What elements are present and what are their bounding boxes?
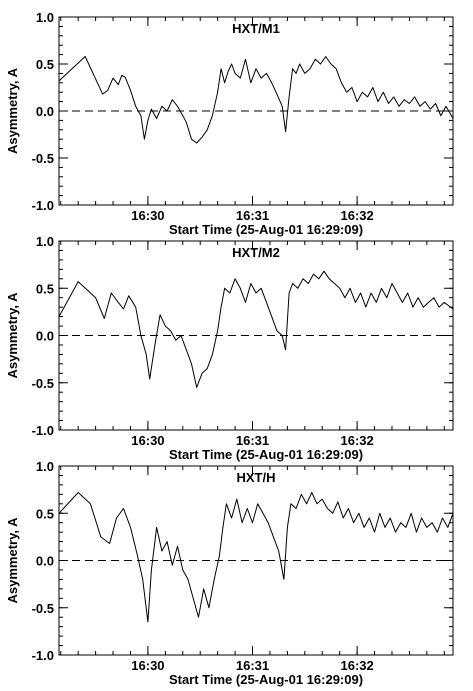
x-tick-label: 16:30: [131, 433, 164, 448]
y-axis-title: Asymmetry, A: [5, 292, 20, 379]
x-tick-label: 16:31: [236, 433, 269, 448]
y-axis-title: Asymmetry, A: [5, 517, 20, 604]
panel-title: HXT/M2: [232, 245, 280, 260]
y-tick-label: 0.0: [36, 104, 54, 119]
asymmetry-series-line: [58, 56, 454, 144]
panel-title: HXT/M1: [232, 21, 280, 36]
y-tick-label: -1.0: [32, 423, 54, 438]
x-tick-label: 16:31: [236, 658, 269, 673]
x-tick-label: 16:32: [340, 208, 373, 223]
y-axis-title: Asymmetry, A: [5, 67, 20, 154]
x-tick-label: 16:30: [131, 658, 164, 673]
panel-title: HXT/H: [237, 470, 276, 485]
y-tick-label: 1.0: [36, 459, 54, 474]
y-tick-label: -1.0: [32, 198, 54, 213]
y-tick-label: 0.5: [36, 57, 54, 72]
y-tick-label: 0.0: [36, 329, 54, 344]
asymmetry-series-line: [58, 492, 454, 623]
asymmetry-series-line: [58, 270, 454, 388]
x-tick-label: 16:31: [236, 208, 269, 223]
x-tick-label: 16:32: [340, 658, 373, 673]
y-tick-label: 1.0: [36, 10, 54, 25]
x-tick-label: 16:32: [340, 433, 373, 448]
y-tick-label: 0.5: [36, 506, 54, 521]
x-tick-label: 16:30: [131, 208, 164, 223]
x-axis-title: Start Time (25-Aug-01 16:29:09): [169, 222, 363, 237]
x-axis-title: Start Time (25-Aug-01 16:29:09): [169, 672, 363, 687]
y-tick-label: 0.5: [36, 281, 54, 296]
y-tick-label: 0.0: [36, 554, 54, 569]
x-axis-title: Start Time (25-Aug-01 16:29:09): [169, 447, 363, 462]
y-tick-label: -0.5: [32, 151, 54, 166]
y-tick-label: 1.0: [36, 234, 54, 249]
y-tick-label: -0.5: [32, 601, 54, 616]
y-tick-label: -0.5: [32, 376, 54, 391]
y-tick-label: -1.0: [32, 648, 54, 663]
